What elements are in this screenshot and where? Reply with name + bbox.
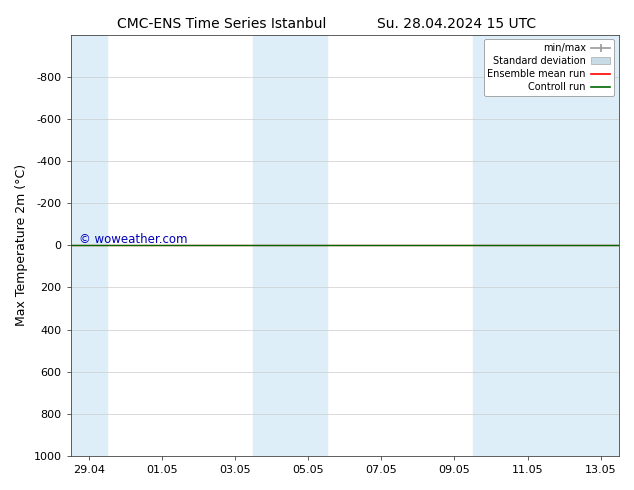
Text: © woweather.com: © woweather.com: [79, 233, 187, 246]
Legend: min/max, Standard deviation, Ensemble mean run, Controll run: min/max, Standard deviation, Ensemble me…: [484, 40, 614, 96]
Y-axis label: Max Temperature 2m (°C): Max Temperature 2m (°C): [15, 164, 28, 326]
Bar: [473, 35, 619, 456]
Bar: [70, 35, 107, 456]
Text: CMC-ENS Time Series Istanbul: CMC-ENS Time Series Istanbul: [117, 17, 327, 31]
Text: Su. 28.04.2024 15 UTC: Su. 28.04.2024 15 UTC: [377, 17, 536, 31]
Bar: [254, 35, 327, 456]
